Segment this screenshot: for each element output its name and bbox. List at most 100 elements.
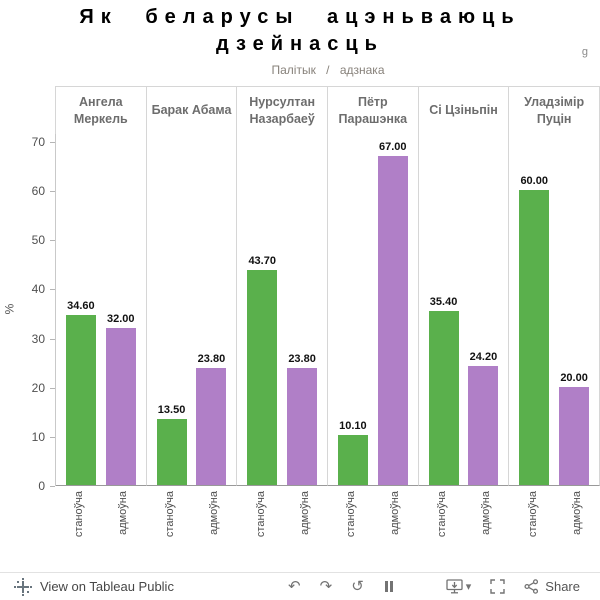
chart-title: Як беларусы ацэньваюць дзейнасць: [0, 4, 600, 58]
bar-value-label: 23.80: [197, 353, 226, 365]
category-label-cell: станоўча адмоўна: [147, 486, 238, 570]
chart-pane: 35.40 24.20: [418, 134, 510, 486]
category-label-slot: станоўча: [240, 491, 281, 570]
bar-slot: 13.50: [156, 404, 187, 485]
category-label-slot: станоўча: [422, 491, 463, 570]
category-label[interactable]: адмоўна: [479, 491, 492, 535]
bar-value-label: 23.80: [288, 353, 316, 365]
y-tick-mark: [50, 436, 55, 438]
column-header[interactable]: Пётр Парашэнка: [327, 86, 419, 134]
category-label[interactable]: станоўча: [436, 491, 449, 538]
category-label[interactable]: станоўча: [164, 491, 177, 538]
y-tick-label: 30: [31, 331, 45, 346]
bar[interactable]: [65, 315, 96, 485]
title-overflow-fragment: g: [581, 46, 588, 58]
category-label[interactable]: станоўча: [526, 491, 539, 538]
category-label[interactable]: адмоўна: [570, 491, 583, 535]
column-header[interactable]: Барак Абама: [146, 86, 238, 134]
bar-slot: 20.00: [559, 372, 590, 485]
y-tick-mark: [50, 289, 55, 291]
download-button[interactable]: ▾: [446, 579, 472, 594]
axis-header-spacer: [0, 86, 56, 134]
bar-slot: 24.20: [468, 351, 499, 485]
view-on-tableau-link[interactable]: View on Tableau Public: [40, 579, 174, 594]
bar-slot: 23.80: [287, 353, 318, 485]
y-tick-label: 20: [31, 380, 45, 395]
chart-pane: 34.60 32.00: [56, 134, 147, 486]
undo-icon[interactable]: ↶: [288, 577, 301, 595]
y-tick-label: 40: [31, 282, 45, 297]
column-field-label: Палітык / адзнака: [271, 63, 385, 77]
category-label[interactable]: станоўча: [345, 491, 358, 538]
category-label-cell: станоўча адмоўна: [328, 486, 419, 570]
chevron-down-icon: ▾: [465, 580, 472, 593]
y-tick-label: 0: [38, 479, 45, 493]
bar[interactable]: [559, 387, 590, 485]
column-header[interactable]: Уладзімір Пуцін: [509, 86, 600, 134]
bar-value-label: 20.00: [560, 372, 588, 384]
toolbar-buttons: ↶ ↷ ↺ ▾: [288, 577, 580, 595]
category-label-cell: станоўча адмоўна: [56, 486, 147, 570]
bar-slot: 34.60: [65, 300, 96, 485]
bar[interactable]: [247, 270, 278, 485]
category-label[interactable]: адмоўна: [207, 491, 220, 535]
category-label[interactable]: адмоўна: [117, 491, 130, 535]
category-label-cell: станоўча адмоўна: [237, 486, 328, 570]
bar[interactable]: [468, 366, 499, 485]
bar[interactable]: [337, 435, 368, 485]
y-tick-mark: [50, 191, 55, 193]
bar-slot: 32.00: [105, 313, 136, 485]
column-header[interactable]: Сі Цзіньпін: [418, 86, 510, 134]
share-icon: [524, 579, 539, 594]
category-label-cell: станоўча адмоўна: [509, 486, 600, 570]
y-tick-label: 70: [31, 135, 45, 149]
chart-pane: 10.10 67.00: [327, 134, 419, 486]
bar-slot: 10.10: [337, 420, 368, 485]
y-tick-mark: [50, 338, 55, 340]
bar-slot: 23.80: [196, 353, 227, 485]
bar[interactable]: [156, 419, 187, 485]
tableau-toolbar: View on Tableau Public ↶ ↷ ↺: [0, 572, 600, 600]
bar[interactable]: [105, 328, 136, 485]
category-label[interactable]: адмоўна: [389, 491, 402, 535]
replay-icon[interactable]: ↺: [351, 577, 364, 595]
bar-chart: Ангела Меркель Барак Абама Нурсултан Назар…: [0, 86, 600, 570]
bar-value-label: 34.60: [67, 300, 95, 312]
fullscreen-icon[interactable]: [490, 579, 505, 594]
redo-icon[interactable]: ↷: [319, 577, 333, 595]
y-tick-label: 50: [31, 233, 45, 248]
y-tick-mark: [50, 240, 55, 242]
bar[interactable]: [196, 368, 227, 485]
category-label-slot: адмоўна: [284, 491, 325, 570]
category-label-slot: станоўча: [59, 491, 100, 570]
bar[interactable]: [428, 311, 459, 485]
category-label[interactable]: станоўча: [73, 491, 86, 538]
y-tick-mark: [50, 387, 55, 389]
bar[interactable]: [287, 368, 318, 485]
pause-icon[interactable]: [383, 580, 395, 593]
tableau-logo-icon[interactable]: [14, 577, 32, 596]
category-label-slot: адмоўна: [465, 491, 506, 570]
category-label-cell: станоўча адмоўна: [419, 486, 510, 570]
category-label-slot: адмоўна: [103, 491, 144, 570]
column-header[interactable]: Нурсултан Назарбаеў: [237, 86, 328, 134]
bar[interactable]: [519, 190, 550, 485]
bar-value-label: 60.00: [520, 175, 548, 187]
download-monitor-icon: [446, 579, 463, 594]
y-tick-label: 10: [31, 429, 45, 444]
bar-value-label: 24.20: [469, 351, 498, 363]
bar-value-label: 10.10: [339, 420, 367, 432]
share-button[interactable]: Share: [524, 579, 580, 594]
y-tick-label: 60: [31, 184, 45, 199]
category-label-slot: станоўча: [150, 491, 191, 570]
category-label[interactable]: станоўча: [254, 491, 267, 538]
y-tick-mark: [50, 486, 55, 487]
share-button-label: Share: [545, 579, 580, 594]
bar-value-label: 32.00: [106, 313, 135, 325]
category-label[interactable]: адмоўна: [298, 491, 311, 535]
bar-value-label: 13.50: [157, 404, 186, 416]
bar[interactable]: [377, 156, 408, 485]
category-label-slot: адмоўна: [375, 491, 416, 570]
bar-value-label: 67.00: [379, 141, 407, 153]
column-header[interactable]: Ангела Меркель: [56, 86, 147, 134]
